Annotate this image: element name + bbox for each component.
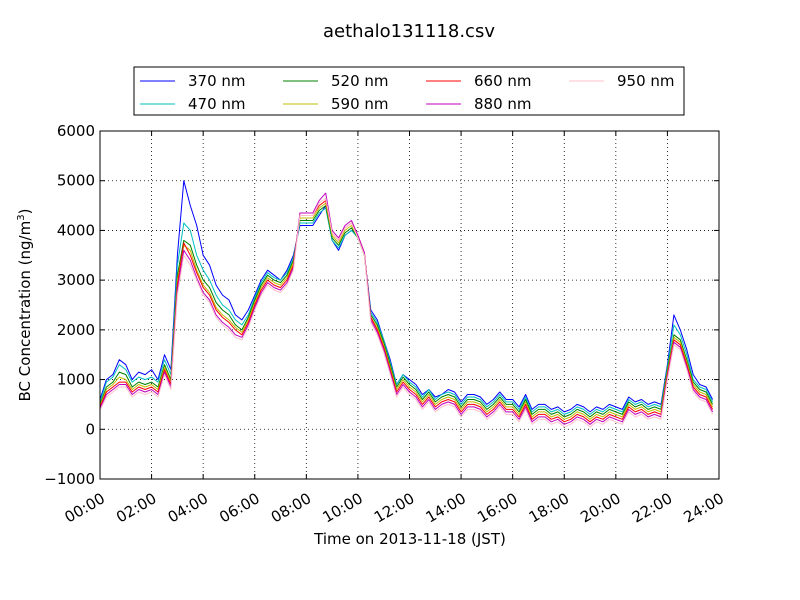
series-line-470-nm <box>99 207 714 415</box>
axis-ticks <box>99 130 720 480</box>
legend-box <box>133 66 685 116</box>
series-line-590-nm <box>99 202 714 420</box>
legend-label: 470 nm <box>188 95 246 113</box>
y-tick-labels: −1000 0 1000 2000 3000 4000 5000 6000 <box>44 122 95 488</box>
y-axis-label-superscript: 3 <box>16 214 27 220</box>
y-tick-label: 3000 <box>57 271 95 289</box>
legend-label: 660 nm <box>474 72 532 90</box>
y-tick-label: 6000 <box>57 122 95 140</box>
series-line-660-nm <box>99 200 714 423</box>
series-line-880-nm <box>99 192 714 425</box>
legend-label: 370 nm <box>188 72 246 90</box>
y-tick-label: 2000 <box>57 321 95 339</box>
legend-label: 880 nm <box>474 95 532 113</box>
x-axis-label: Time on 2013-11-18 (JST) <box>313 530 506 548</box>
legend: 370 nm 470 nm 520 nm 590 nm 660 nm 880 nm 950 … <box>133 66 685 116</box>
y-tick-label: −1000 <box>44 470 95 488</box>
y-axis-label-base: BC Concentration (ng/m <box>16 221 34 402</box>
y-axis-label: BC Concentration (ng/m3) <box>16 209 34 402</box>
y-tick-label: 4000 <box>57 221 95 239</box>
series-line-950-nm <box>99 197 714 428</box>
series-line-520-nm <box>99 205 714 418</box>
chart-title: aethalo131118.csv <box>323 21 495 42</box>
y-tick-label: 0 <box>85 420 95 438</box>
legend-label: 590 nm <box>331 95 389 113</box>
series-line-370-nm <box>99 180 714 413</box>
legend-label: 950 nm <box>617 72 675 90</box>
y-tick-label: 1000 <box>57 371 95 389</box>
y-tick-label: 5000 <box>57 172 95 190</box>
legend-label: 520 nm <box>331 72 389 90</box>
y-axis-label-end: ) <box>16 209 34 215</box>
series-group <box>99 180 714 428</box>
